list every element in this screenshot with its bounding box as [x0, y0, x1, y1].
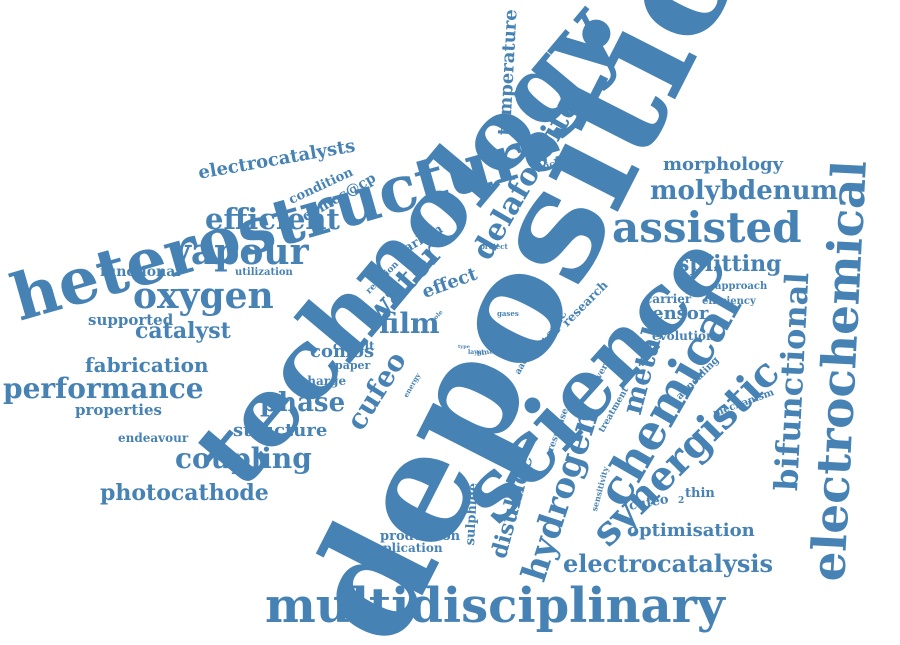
word-cobalt: cobalt [333, 339, 375, 353]
word-project: project [480, 242, 508, 251]
word-splitting: splitting [677, 251, 782, 277]
word-production: production [380, 529, 461, 544]
word-carrier: carrier [645, 292, 692, 306]
word-structure: structure [233, 420, 328, 441]
word-multidisciplinary: multidisciplinary [265, 578, 725, 634]
word-efficient: efficient [205, 202, 340, 236]
word-thin: thin [685, 486, 715, 501]
word-utilization: utilization [235, 267, 293, 278]
word-photocathode: photocathode [100, 480, 269, 506]
word-electrochemical: electrochemical [801, 159, 878, 583]
word-efficiency: efficiency [702, 296, 756, 307]
word-vapour: vapour [170, 231, 309, 273]
word-properties: properties [75, 401, 162, 419]
word-fabrication: fabrication [85, 353, 209, 377]
word-subscript-2: 2 [678, 496, 685, 506]
word-surface: surface [445, 426, 479, 436]
word-endeavour: endeavour [118, 431, 189, 445]
word-charge: charge [300, 374, 347, 388]
word-performance: performance [3, 372, 204, 405]
word-self: self [485, 322, 500, 331]
word-comos: comos [310, 341, 375, 362]
word-film: film [379, 307, 440, 340]
word-catalyst: catalyst [135, 318, 231, 344]
word-phase: phase [260, 388, 346, 418]
word-paper: paper [335, 359, 371, 372]
word-optimisation: optimisation [627, 520, 755, 541]
word-layer: layer [468, 349, 485, 356]
word-evolution: evolution [652, 329, 715, 343]
word-approach: approach [715, 281, 768, 292]
word-coupling: coupling [175, 442, 312, 475]
word-supported: supported [88, 311, 174, 329]
word-functional: functional [100, 264, 181, 280]
word-oxygen: oxygen [133, 275, 274, 317]
word-molybdenum: molybdenum [650, 176, 839, 206]
word-electrocatalysis: electrocatalysis [563, 549, 774, 578]
word-type: type [458, 344, 470, 350]
word-morphology: morphology [663, 154, 784, 175]
word-gases: gases [497, 309, 519, 318]
word-sensor: sensor [642, 303, 709, 324]
word-assisted: assisted [612, 203, 802, 252]
word-application: application [367, 541, 443, 555]
word-sulphide: sulphide [463, 482, 482, 546]
